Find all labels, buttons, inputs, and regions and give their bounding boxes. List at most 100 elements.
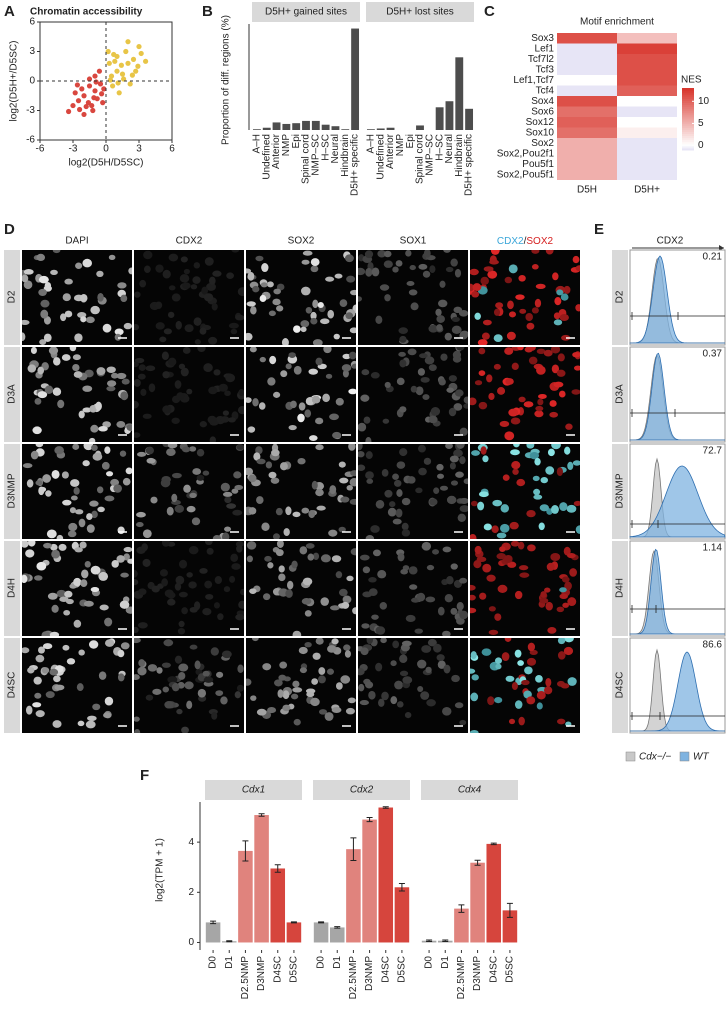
colorbar-step	[682, 127, 694, 130]
nucleus	[536, 365, 546, 375]
nucleus	[128, 267, 132, 275]
nucleus	[553, 381, 564, 388]
nucleus	[517, 347, 524, 351]
nucleus	[318, 675, 326, 684]
colorbar-step	[682, 131, 694, 134]
nucleus	[150, 496, 158, 504]
nucleus	[304, 610, 312, 617]
nucleus	[151, 585, 160, 593]
nucleus	[556, 606, 565, 613]
x-tick-label: Anterior	[271, 133, 282, 169]
nucleus	[256, 496, 264, 505]
row-label: Lef1,Tcf7	[513, 75, 554, 86]
nucleus	[423, 250, 431, 258]
nucleus	[281, 338, 289, 345]
nucleus	[308, 509, 316, 519]
point	[93, 79, 99, 85]
nucleus	[563, 285, 571, 294]
nucleus	[123, 546, 132, 553]
nucleus	[398, 327, 408, 335]
nucleus	[61, 354, 71, 361]
nucleus	[537, 398, 544, 406]
nucleus	[274, 679, 283, 687]
nucleus	[282, 690, 290, 700]
nucleus	[136, 511, 146, 518]
nucleus	[263, 593, 271, 601]
nucleus	[184, 681, 194, 690]
point	[114, 68, 120, 74]
micrograph	[22, 638, 132, 733]
nucleus	[416, 592, 426, 602]
nucleus	[234, 691, 241, 699]
nucleus	[297, 457, 306, 465]
nucleus	[387, 507, 397, 517]
nucleus	[420, 691, 430, 700]
nucleus	[452, 350, 462, 360]
bar	[486, 843, 502, 943]
nucleus	[344, 650, 351, 658]
nucleus	[52, 250, 61, 254]
nucleus	[87, 715, 97, 721]
gate-percent: 0.37	[703, 349, 723, 360]
nucleus	[85, 720, 96, 729]
bar	[455, 57, 464, 130]
nucleus	[37, 366, 45, 375]
nucleus	[305, 306, 313, 314]
gate	[630, 712, 725, 720]
nucleus	[201, 286, 209, 295]
nucleus	[252, 398, 259, 407]
nucleus	[168, 253, 179, 262]
nucleus	[487, 270, 498, 279]
nucleus	[409, 265, 416, 271]
point	[118, 62, 124, 68]
nucleus	[54, 446, 64, 455]
row-label: D4SC	[7, 672, 18, 699]
nucleus	[489, 259, 499, 265]
nucleus	[563, 546, 571, 556]
nucleus	[399, 670, 409, 677]
nucleus	[456, 602, 464, 611]
nucleus	[301, 507, 310, 514]
nucleus	[351, 363, 356, 369]
nucleus	[275, 549, 284, 557]
x-tick-label: D3NMP	[256, 956, 267, 991]
nucleus	[271, 449, 280, 457]
nucleus	[267, 562, 274, 569]
row-label: D3A	[7, 384, 18, 404]
nucleus	[196, 474, 205, 481]
nucleus	[342, 369, 349, 378]
nucleus	[323, 347, 332, 354]
nucleus	[246, 268, 252, 274]
nucleus	[106, 380, 117, 387]
nucleus	[163, 328, 172, 335]
nucleus	[48, 347, 59, 355]
nucleus	[220, 696, 228, 705]
nucleus	[496, 532, 507, 539]
nucleus	[414, 628, 424, 634]
row-label: D4SC	[615, 672, 626, 699]
nucleus	[197, 347, 206, 352]
nucleus	[309, 435, 318, 441]
nucleus	[436, 463, 444, 471]
nucleus	[174, 655, 183, 664]
nucleus	[60, 313, 67, 322]
nucleus	[35, 710, 45, 718]
nucleus	[318, 709, 328, 715]
row-label: Sox12	[526, 117, 555, 128]
nucleus	[505, 378, 514, 385]
nucleus	[384, 381, 391, 389]
nucleus	[105, 471, 114, 477]
nucleus	[88, 640, 99, 649]
nucleus	[380, 638, 387, 644]
nucleus	[63, 609, 71, 616]
nucleus	[536, 690, 546, 700]
heat-cell	[617, 159, 677, 170]
nucleus	[61, 471, 69, 479]
nucleus	[233, 471, 242, 479]
nucleus	[114, 328, 124, 336]
nucleus	[564, 638, 574, 643]
colorbar-step	[682, 133, 694, 137]
colorbar-step	[682, 98, 694, 101]
nucleus	[567, 553, 576, 559]
nucleus	[179, 559, 188, 569]
